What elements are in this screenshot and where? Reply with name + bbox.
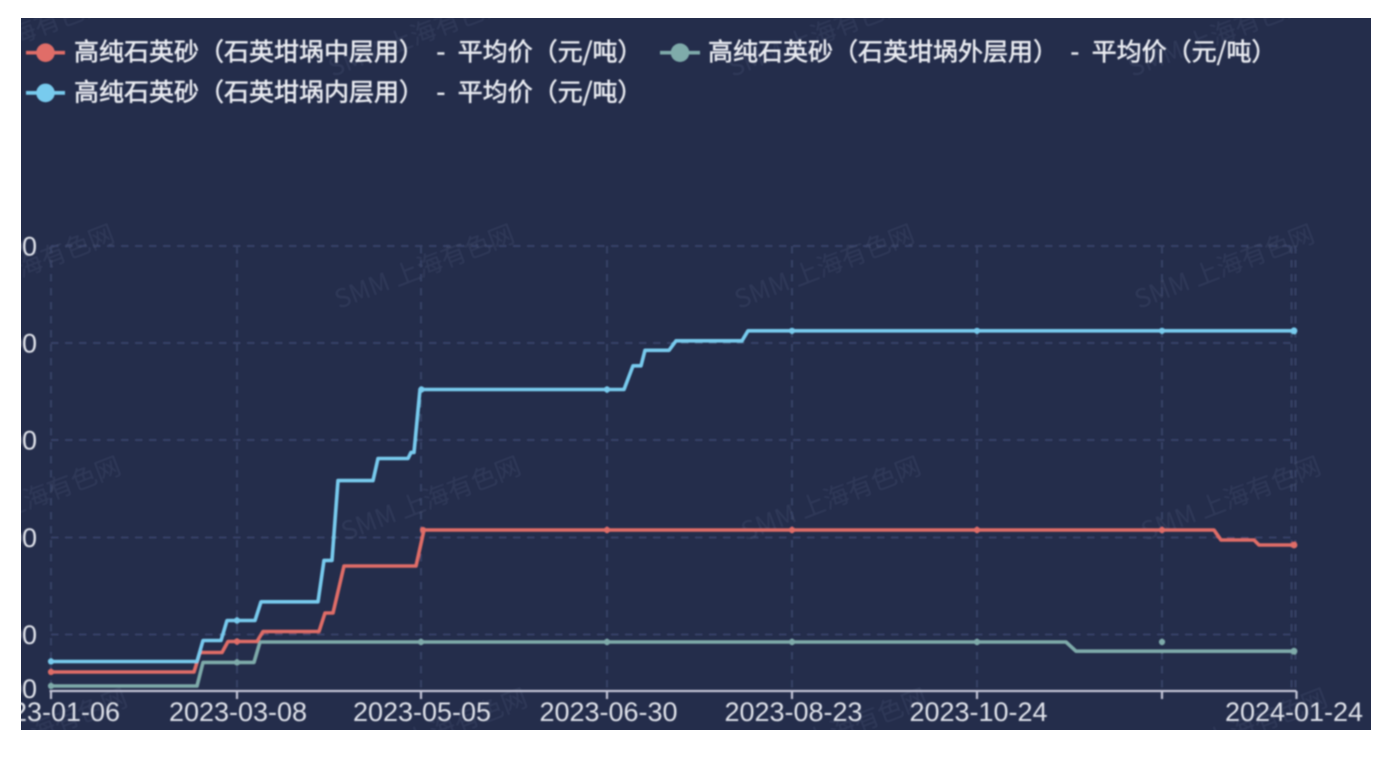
svg-text:2023-05-05: 2023-05-05 [353, 697, 491, 727]
svg-text:2023-06-30: 2023-06-30 [539, 697, 677, 727]
svg-text:2023-01-06: 2023-01-06 [0, 697, 120, 727]
svg-text:2024-01-24: 2024-01-24 [1225, 697, 1363, 727]
svg-text:000: 000 [0, 329, 37, 359]
svg-text:000: 000 [0, 232, 37, 262]
svg-text:2023-10-24: 2023-10-24 [909, 697, 1047, 727]
svg-text:000: 000 [0, 426, 37, 456]
svg-text:2023-08-23: 2023-08-23 [724, 697, 862, 727]
svg-text:000: 000 [0, 620, 37, 650]
svg-text:000: 000 [0, 523, 37, 553]
svg-text:000: 000 [0, 674, 37, 704]
svg-text:2023-03-08: 2023-03-08 [169, 697, 307, 727]
